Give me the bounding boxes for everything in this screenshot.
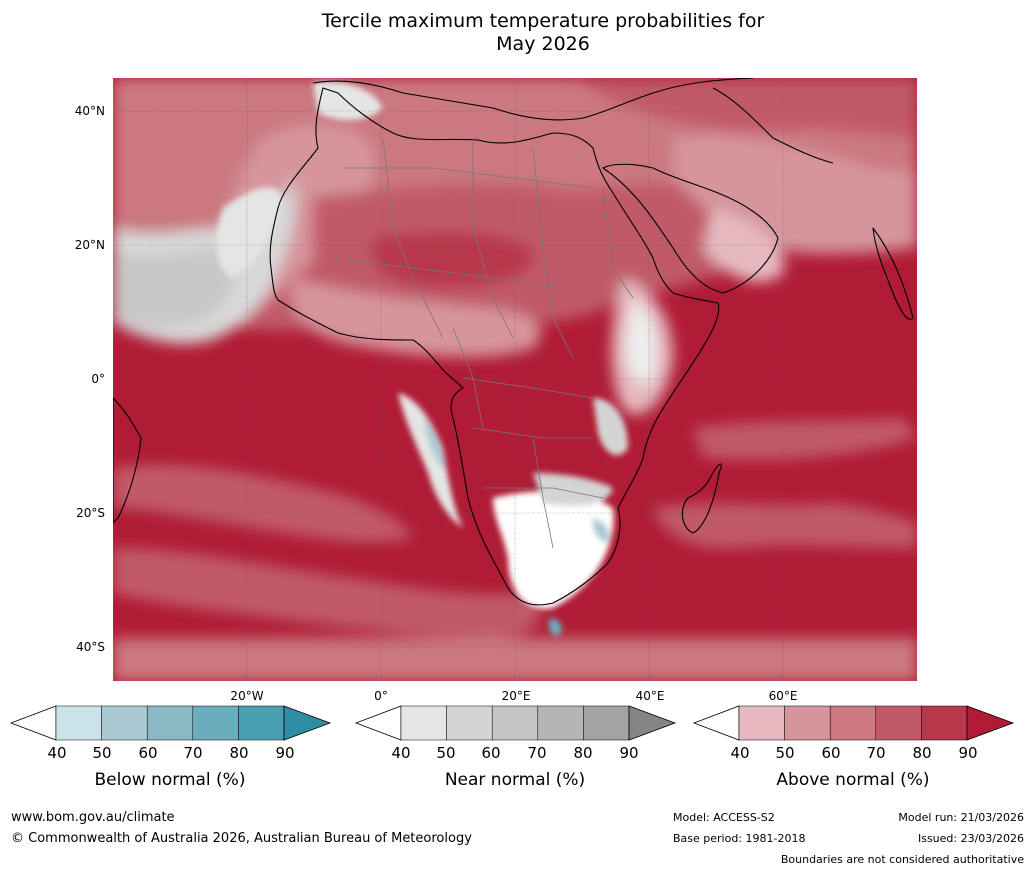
lon-label-40e: 40°E [635,689,665,703]
colorbar-segment [446,705,493,741]
country-borders [332,137,634,549]
lon-label-20e: 20°E [501,689,531,703]
footer-disclaimer: Boundaries are not considered authoritat… [780,853,1024,866]
legend-below-tick-70: 70 [183,744,203,762]
legend-below-tick-40: 40 [47,744,67,762]
legend-above-tick-70: 70 [866,744,886,762]
field-shading [113,78,917,681]
colorbar-above [692,705,1015,741]
legend-below-tick-60: 60 [138,744,158,762]
legend-near-title: Near normal (%) [444,770,586,790]
colorbar-over-triangle [283,705,332,741]
legend-above-tick-80: 80 [912,744,932,762]
colorbar-segment [738,705,785,741]
lon-label-20w: 20°W [230,689,264,703]
colorbar-segment [400,705,447,741]
legend-near-tick-70: 70 [527,744,547,762]
colorbar-over-triangle [966,705,1015,741]
colorbar-under-triangle [692,705,740,741]
lon-label-60e: 60°E [768,689,798,703]
lat-label-40s: 40°S [76,640,105,654]
legend-above-tick-40: 40 [730,744,750,762]
legend-below-tick-80: 80 [229,744,249,762]
colorbar-segment [921,705,968,741]
map-svg [113,78,917,681]
legend-below-tick-90: 90 [275,744,295,762]
legend-below-title: Below normal (%) [94,770,246,790]
legend-near-tick-80: 80 [573,744,593,762]
footer-base-period: Base period: 1981-2018 [673,832,806,845]
lat-label-20n: 20°N [74,238,105,252]
colorbar-segment [491,705,539,741]
legend-above-tick-60: 60 [821,744,841,762]
footer-model: Model: ACCESS-S2 [673,811,775,824]
lat-label-equator: 0° [91,372,105,386]
coastlines [113,78,914,606]
footer-model-run: Model run: 21/03/2026 [898,811,1024,824]
legend-near-tick-60: 60 [481,744,501,762]
lat-label-40n: 40°N [74,104,105,118]
colorbar-segment [238,705,285,741]
legend-above-tick-90: 90 [958,744,978,762]
colorbar-segment [101,705,148,741]
colorbar-under-triangle [354,705,402,741]
legend-above-tick-50: 50 [775,744,795,762]
legend-above-normal: 40 50 60 70 80 90 Above normal (%) [692,704,1015,794]
legend-near-tick-50: 50 [436,744,456,762]
legend-below-tick-50: 50 [92,744,112,762]
legend-near-tick-40: 40 [391,744,411,762]
colorbar-segment [146,705,194,741]
colorbar-segment [583,705,630,741]
title-line-2: May 2026 [496,33,590,55]
footer-issued: Issued: 23/03/2026 [917,832,1024,845]
colorbar-segment [537,705,584,741]
colorbar-segment [192,705,239,741]
colorbar-segment [875,705,922,741]
colorbar-below [9,705,332,741]
footer-url: www.bom.gov.au/climate [11,810,175,825]
colorbar-segment [829,705,877,741]
legend-near-tick-90: 90 [619,744,639,762]
colorbar-under-triangle [9,705,57,741]
title-line-1: Tercile maximum temperature probabilitie… [321,10,765,32]
legend-above-title: Above normal (%) [776,770,930,790]
lat-label-20s: 20°S [76,506,105,520]
legend-below-normal: 40 50 60 70 80 90 Below normal (%) [9,704,332,794]
colorbar-near [354,705,677,741]
lon-label-0: 0° [374,689,388,703]
legend-near-normal: 40 50 60 70 80 90 Near normal (%) [354,704,677,794]
colorbar-segment [784,705,831,741]
probability-map [113,78,917,681]
field-detail [216,81,628,636]
colorbar-over-triangle [628,705,677,741]
footer-copyright: © Commonwealth of Australia 2026, Austra… [11,831,472,846]
colorbar-segment [55,705,102,741]
chart-title: Tercile maximum temperature probabilitie… [0,10,1035,56]
